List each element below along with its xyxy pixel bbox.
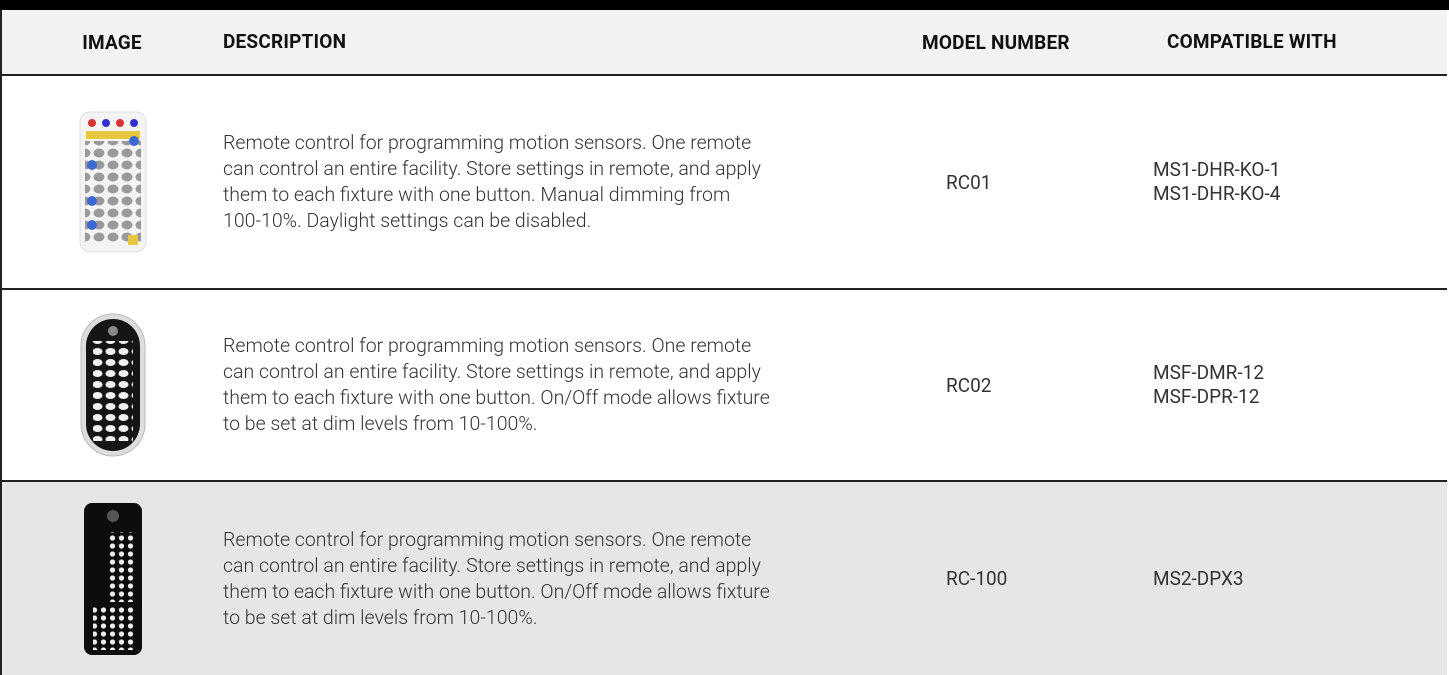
table-row: Remote control for programming motion se…: [0, 482, 1447, 675]
description-line: can control an entire facility. Store se…: [223, 360, 761, 383]
compatible-cell: MS2-DPX3: [1153, 482, 1443, 675]
description-line: 100-10%. Daylight settings can be disabl…: [223, 209, 592, 232]
description-line: to be set at dim levels from 10-100%.: [223, 412, 538, 435]
description-line: Remote control for programming motion se…: [223, 527, 752, 551]
compatible-item: MS2-DPX3: [1153, 566, 1244, 590]
compatible-cell: MS1-DHR-KO-1 MS1-DHR-KO-4: [1153, 76, 1443, 288]
model-cell: RC02: [946, 373, 992, 397]
description-line: can control an entire facility. Store se…: [223, 157, 761, 180]
description-cell: Remote control for programming motion se…: [223, 76, 913, 288]
table-row: Remote control for programming motion se…: [0, 76, 1447, 290]
header-cell: IMAGE: [82, 30, 142, 54]
description-line: Remote control for programming motion se…: [223, 131, 752, 154]
compatible-cell: MSF-DMR-12 MSF-DPR-12: [1153, 290, 1443, 480]
description-line: them to each fixture with one button. Ma…: [223, 183, 731, 206]
remote-image: [80, 313, 146, 457]
description-cell: Remote control for programming motion se…: [223, 482, 913, 675]
remote-image: [79, 111, 147, 253]
header-row: IMAGE DESCRIPTION MODEL NUMBER COMPATIBL…: [0, 10, 1447, 76]
model-cell: RC01: [946, 170, 992, 194]
image-cell: [2, 290, 224, 480]
description-cell: Remote control for programming motion se…: [223, 290, 913, 480]
remote-image: [84, 502, 142, 655]
table-row: Remote control for programming motion se…: [0, 290, 1447, 482]
compatible-item: MS1-DHR-KO-1: [1153, 158, 1281, 181]
description-line: Remote control for programming motion se…: [223, 334, 752, 357]
compatible-item: MSF-DPR-12: [1153, 385, 1260, 408]
model-cell: RC-100: [946, 567, 1008, 590]
description-line: to be set at dim levels from 10-100%.: [223, 605, 538, 629]
image-cell: [2, 482, 224, 675]
compatible-item: MSF-DMR-12: [1153, 361, 1264, 384]
header-cell: COMPATIBLE WITH: [1167, 30, 1337, 53]
description-line: them to each fixture with one button. On…: [223, 386, 770, 409]
header-cell: DESCRIPTION: [223, 30, 347, 53]
top-bar: [0, 0, 1449, 10]
image-cell: [2, 76, 224, 288]
description-line: them to each fixture with one button. On…: [223, 579, 770, 603]
compatible-item: MS1-DHR-KO-4: [1153, 182, 1281, 205]
description-line: can control an entire facility. Store se…: [223, 553, 761, 577]
header-cell: MODEL NUMBER: [922, 30, 1070, 54]
